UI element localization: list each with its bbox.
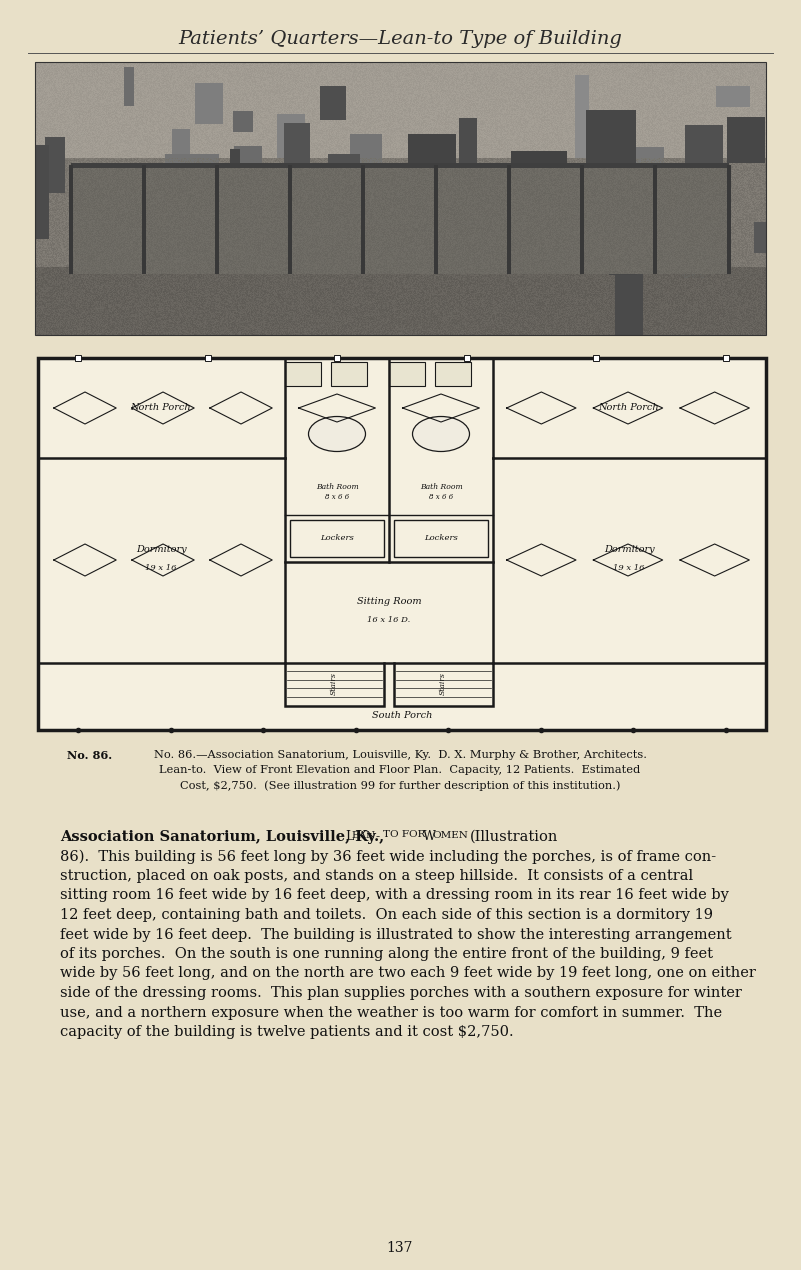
Bar [331, 362, 367, 386]
Bar [75, 356, 81, 361]
Text: Lockers: Lockers [320, 533, 354, 542]
Text: Association Sanatorium, Louisville, Ky.,: Association Sanatorium, Louisville, Ky., [60, 831, 384, 845]
Bar [38, 358, 766, 730]
Bar [334, 356, 340, 361]
Text: Lean-to.  View of Front Elevation and Floor Plan.  Capacity, 12 Patients.  Estim: Lean-to. View of Front Elevation and Flo… [159, 765, 641, 775]
Text: Sitting Room: Sitting Room [356, 597, 421, 607]
Text: Lockers: Lockers [424, 533, 458, 542]
Text: use, and a northern exposure when the weather is too warm for comfort in summer.: use, and a northern exposure when the we… [60, 1006, 723, 1020]
Text: wide by 56 feet long, and on the north are two each 9 feet wide by 19 feet long,: wide by 56 feet long, and on the north a… [60, 966, 756, 980]
Text: L: L [345, 831, 353, 843]
Text: Bath Room: Bath Room [420, 483, 462, 491]
Text: feet wide by 16 feet deep.  The building is illustrated to show the interesting : feet wide by 16 feet deep. The building … [60, 927, 731, 941]
Bar [464, 356, 470, 361]
Text: Stairs: Stairs [439, 673, 447, 696]
Bar [35, 62, 766, 335]
Text: side of the dressing rooms.  This plan supplies porches with a southern exposure: side of the dressing rooms. This plan su… [60, 986, 742, 999]
Bar [394, 663, 493, 706]
Text: No. 86.—Association Sanatorium, Louisville, Ky.  D. X. Murphy & Brother, Archite: No. 86.—Association Sanatorium, Louisvil… [154, 751, 646, 759]
Bar [389, 362, 425, 386]
Text: No. 86.: No. 86. [67, 751, 112, 761]
Text: 86).  This building is 56 feet long by 36 feet wide including the porches, is of: 86). This building is 56 feet long by 36… [60, 850, 716, 864]
Text: capacity of the building is twelve patients and it cost $2,750.: capacity of the building is twelve patie… [60, 1025, 513, 1039]
Bar [394, 519, 488, 558]
Text: EAN: EAN [351, 831, 375, 839]
Text: 16 x 16 D.: 16 x 16 D. [368, 616, 411, 624]
Text: sitting room 16 feet wide by 16 feet deep, with a dressing room in its rear 16 f: sitting room 16 feet wide by 16 feet dee… [60, 889, 729, 903]
Bar [285, 362, 321, 386]
Text: North Porch: North Porch [598, 404, 659, 413]
Bar [285, 663, 384, 706]
Text: 19 x 16: 19 x 16 [145, 564, 177, 572]
Bar [723, 356, 729, 361]
Text: TO FOR: TO FOR [383, 831, 425, 839]
Text: 19 x 16: 19 x 16 [614, 564, 645, 572]
Text: -: - [376, 831, 380, 843]
Text: W: W [423, 831, 436, 843]
Text: South Porch: South Porch [372, 710, 433, 720]
Text: 8 x 6 6: 8 x 6 6 [429, 493, 453, 500]
Text: Dormitory: Dormitory [604, 546, 654, 555]
Text: (Illustration: (Illustration [470, 831, 558, 845]
Bar [290, 519, 384, 558]
Text: 12 feet deep, containing bath and toilets.  On each side of this section is a do: 12 feet deep, containing bath and toilet… [60, 908, 713, 922]
Bar [435, 362, 471, 386]
Text: struction, placed on oak posts, and stands on a steep hillside.  It consists of : struction, placed on oak posts, and stan… [60, 869, 693, 883]
Text: OMEN: OMEN [432, 831, 468, 839]
Bar [38, 358, 766, 730]
Text: Bath Room: Bath Room [316, 483, 358, 491]
Text: Dormitory: Dormitory [135, 546, 187, 555]
Text: of its porches.  On the south is one running along the entire front of the build: of its porches. On the south is one runn… [60, 947, 713, 961]
Text: North Porch: North Porch [131, 404, 191, 413]
Bar [204, 356, 211, 361]
Text: Stairs: Stairs [330, 673, 338, 696]
Text: 137: 137 [387, 1241, 413, 1255]
Text: 8 x 6 6: 8 x 6 6 [325, 493, 349, 500]
Bar [594, 356, 599, 361]
Ellipse shape [308, 417, 365, 452]
Text: Patients’ Quarters—Lean-to Type of Building: Patients’ Quarters—Lean-to Type of Build… [178, 30, 622, 48]
Text: Cost, $2,750.  (See illustration 99 for further description of this institution.: Cost, $2,750. (See illustration 99 for f… [179, 780, 620, 790]
Ellipse shape [413, 417, 469, 452]
